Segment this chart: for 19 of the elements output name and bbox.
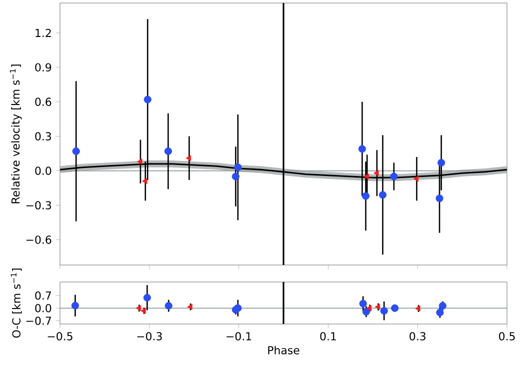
y-tick-label: 0.3 — [35, 132, 52, 140]
x-axis-title: Phase — [268, 346, 300, 354]
x-tick-label: −0.1 — [226, 332, 252, 340]
y-tick-label: 1.2 — [36, 28, 51, 37]
y-axis-title: Relative velocity [km s$^{−1}$] — [10, 64, 22, 204]
y-axis-title: O-C [km s$^{−1}$] — [10, 268, 22, 338]
x-tick-label: 0.5 — [499, 332, 515, 340]
x-tick-label: −0.5 — [48, 332, 72, 340]
y-tick-label: 0.9 — [35, 63, 52, 72]
x-tick-label: −0.3 — [137, 332, 162, 340]
x-tick-label: 0.3 — [410, 332, 426, 340]
y-tick-label: 0.6 — [35, 98, 52, 106]
y-tick-label: 0.7 — [35, 291, 51, 300]
y-tick-label: 0.0 — [35, 304, 52, 312]
y-tick-label: −0.6 — [26, 236, 52, 244]
y-tick-label: 0.0 — [35, 166, 52, 175]
x-tick-label: 0.1 — [320, 332, 336, 340]
y-tick-label: −0.3 — [26, 201, 52, 210]
y-tick-label: −0.7 — [26, 316, 51, 325]
